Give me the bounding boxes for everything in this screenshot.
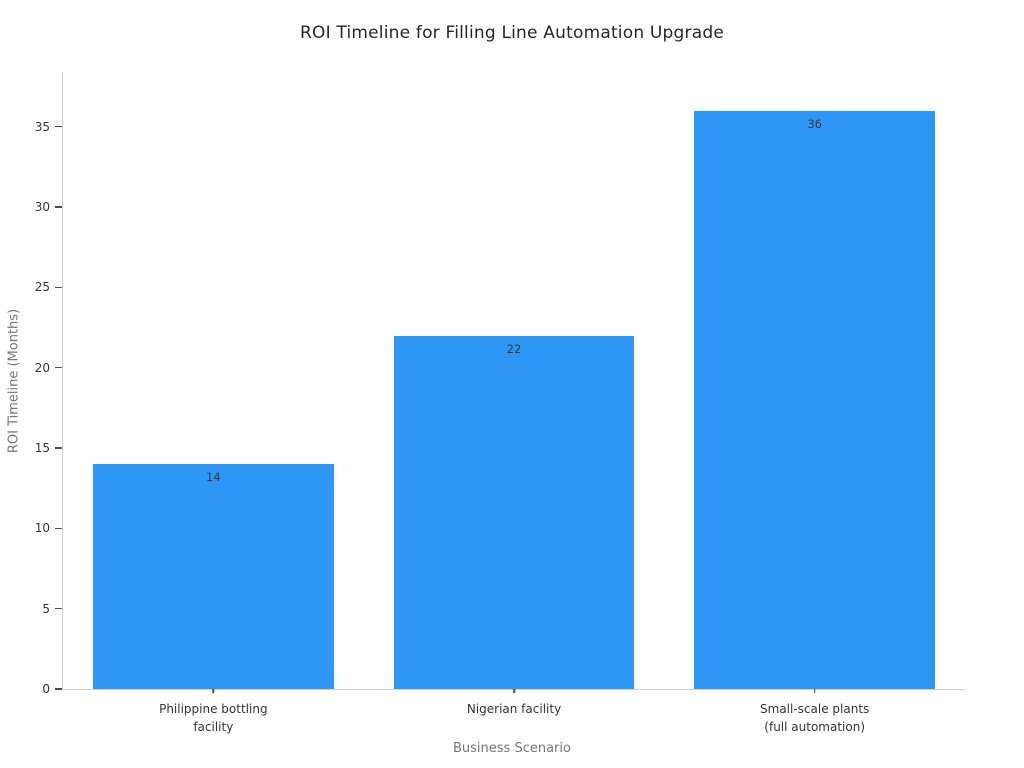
bar: 22 [393, 335, 635, 689]
y-tick-mark [55, 366, 62, 369]
x-tick-label: Nigerian facility [467, 700, 561, 718]
y-tick-label: 20 [34, 360, 50, 375]
x-tick-label-line: Small-scale plants [760, 702, 870, 716]
y-axis-label: ROI Timeline (Months) [6, 308, 22, 454]
y-tick-mark [55, 286, 62, 289]
y-tick-mark [55, 206, 62, 208]
y-tick-label: 35 [34, 119, 50, 134]
bar-value-label: 14 [206, 470, 221, 485]
y-tick-label: 0 [42, 682, 50, 696]
bar-value-label: 36 [807, 116, 822, 131]
y-tick-label: 5 [42, 601, 50, 616]
chart-title: ROI Timeline for Filling Line Automation… [299, 23, 724, 43]
x-tick-label-line: Philippine bottling [159, 702, 268, 716]
plot-area: 0 5 10 15 20 25 30 35 14 Philippine bottling facil… [35, 72, 965, 734]
x-tick-mark [212, 689, 215, 693]
y-tick-mark [55, 527, 62, 530]
y-tick-mark [55, 688, 62, 690]
x-tick-mark [813, 689, 816, 693]
y-tick-mark [55, 447, 62, 449]
y-tick-label: 15 [34, 440, 50, 455]
y-tick-label: 30 [34, 199, 50, 214]
bar: 36 [694, 110, 935, 689]
x-tick-label: Small-scale plants (full automation) [760, 700, 869, 736]
bar: 14 [93, 464, 334, 689]
x-axis-label: Business Scenario [453, 741, 571, 756]
y-tick-mark [55, 607, 62, 610]
y-tick-label: 25 [34, 280, 50, 295]
x-tick-mark [513, 689, 515, 693]
x-tick-label-line: Nigerian facility [466, 702, 562, 716]
x-tick-label-line: (full automation) [764, 720, 866, 734]
x-tick-label-line: facility [193, 720, 234, 734]
bar-value-label: 22 [506, 341, 522, 356]
y-tick-label: 10 [34, 521, 50, 536]
y-tick-mark [55, 125, 62, 128]
x-tick-label: Philippine bottling facility [159, 700, 267, 736]
